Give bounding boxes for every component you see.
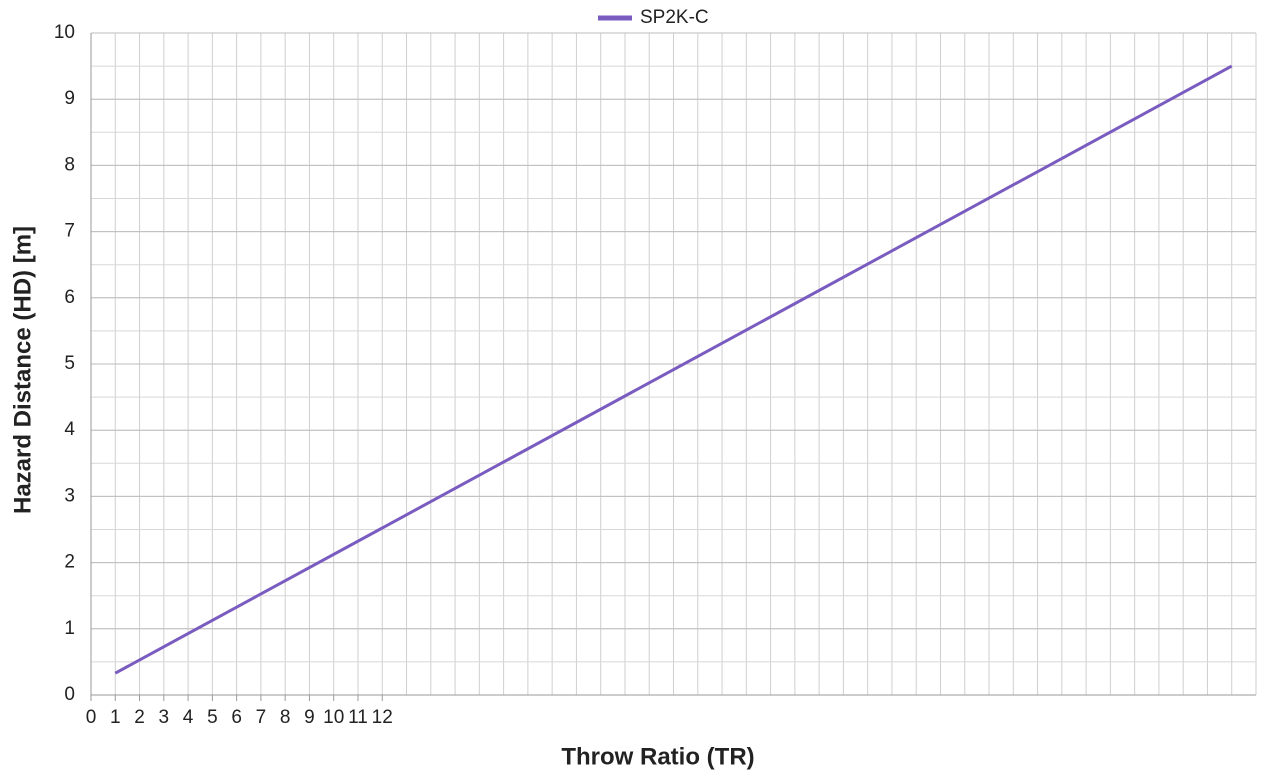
x-tick-label: 5 — [207, 707, 218, 728]
y-tick-label: 3 — [64, 485, 75, 506]
y-tick-label: 1 — [64, 618, 75, 639]
legend-label: SP2K-C — [640, 7, 709, 28]
x-tick-label: 6 — [231, 707, 242, 728]
y-tick-label: 8 — [64, 154, 75, 175]
x-tick-label: 2 — [134, 707, 145, 728]
y-tick-label: 5 — [64, 353, 75, 374]
y-tick-label: 4 — [64, 419, 75, 440]
x-tick-label: 0 — [86, 707, 97, 728]
x-tick-label: 10 — [323, 707, 344, 728]
x-tick-label: 11 — [348, 707, 368, 728]
y-tick-label: 7 — [64, 221, 75, 242]
y-tick-label: 9 — [64, 88, 75, 109]
y-tick-label: 10 — [54, 22, 75, 43]
x-tick-label: 8 — [280, 707, 291, 728]
x-tick-label: 9 — [304, 707, 315, 728]
y-axis-title: Hazard Distance (HD) [m] — [9, 226, 36, 514]
data-line — [114, 64, 1233, 675]
y-tick-label: 6 — [64, 287, 75, 308]
x-tick-label: 1 — [110, 707, 121, 728]
x-axis-title: Throw Ratio (TR) — [561, 743, 754, 770]
x-tick-label: 12 — [372, 707, 393, 728]
x-tick-label: 3 — [159, 707, 170, 728]
x-tick-label: 4 — [183, 707, 194, 728]
y-tick-label: 0 — [64, 684, 75, 705]
x-tick-label: 7 — [256, 707, 267, 728]
y-tick-label: 2 — [64, 552, 75, 573]
